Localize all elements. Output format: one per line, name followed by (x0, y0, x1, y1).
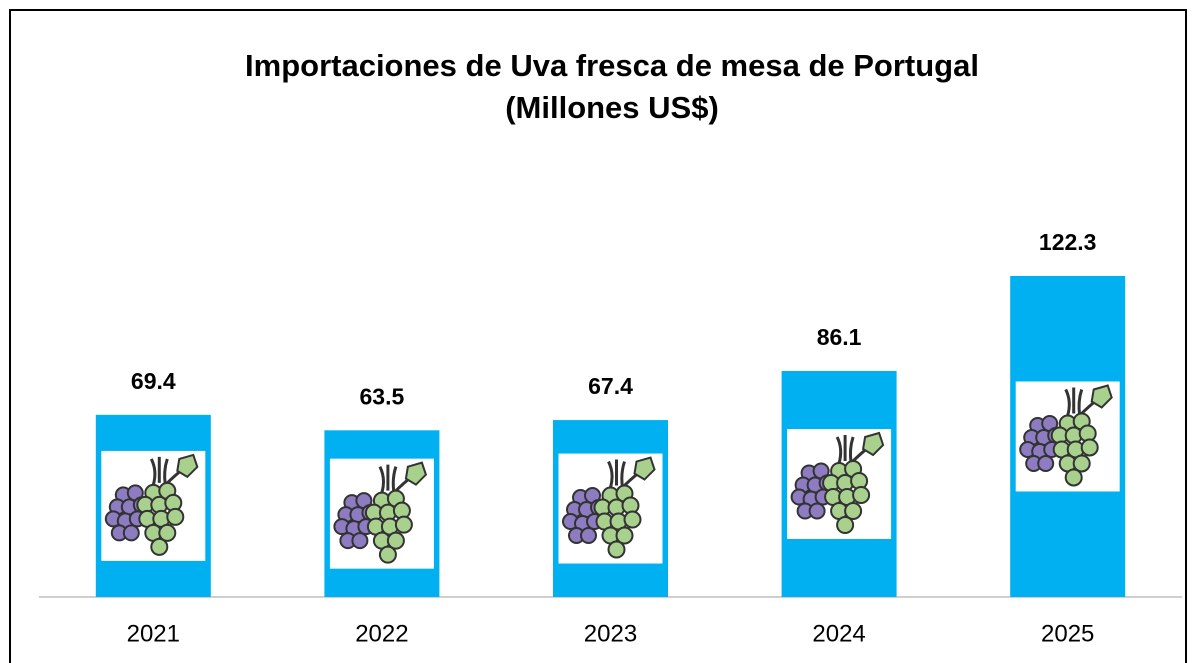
grape (836, 515, 855, 534)
grape (122, 524, 140, 542)
grape (150, 537, 169, 556)
grape (351, 532, 369, 550)
grape (808, 502, 826, 520)
grape (386, 531, 405, 550)
vine (149, 456, 185, 486)
vine (378, 464, 413, 494)
grape (378, 545, 397, 564)
x-tick-label: 2023 (584, 620, 637, 647)
grape-icon (558, 453, 663, 564)
grape (844, 501, 863, 520)
grape (1080, 438, 1099, 457)
x-tick-label: 2021 (127, 620, 180, 647)
grape (1072, 454, 1091, 473)
x-tick-label: 2024 (812, 620, 865, 647)
grape (852, 485, 871, 504)
grape (580, 527, 597, 545)
grape-icon (101, 450, 206, 561)
grape (1064, 468, 1083, 487)
vine (835, 434, 871, 465)
grape (158, 523, 177, 542)
leaf (1090, 384, 1113, 409)
leaf (404, 461, 428, 486)
grape-icon (1015, 381, 1120, 492)
x-tick-label: 2025 (1041, 620, 1094, 647)
data-label: 122.3 (1039, 229, 1097, 255)
grape (623, 510, 642, 529)
grape (615, 526, 634, 545)
data-label: 67.4 (588, 373, 633, 399)
leaf (176, 453, 199, 479)
leaf (633, 456, 656, 481)
data-label: 63.5 (360, 383, 405, 409)
grape (166, 507, 185, 526)
x-tick-label: 2022 (355, 620, 408, 647)
grape (394, 515, 413, 534)
chart-subtitle: (Millones US$) (505, 90, 719, 125)
data-label: 69.4 (131, 368, 176, 394)
grape-icon (329, 458, 434, 569)
chart-title: Importaciones de Uva fresca de mesa de P… (245, 48, 979, 83)
vine (1064, 387, 1099, 417)
data-label: 86.1 (817, 324, 862, 350)
grape (607, 540, 626, 559)
grape (1037, 454, 1055, 472)
leaf (862, 431, 885, 457)
grape-icon (787, 428, 892, 539)
vine (607, 459, 642, 489)
